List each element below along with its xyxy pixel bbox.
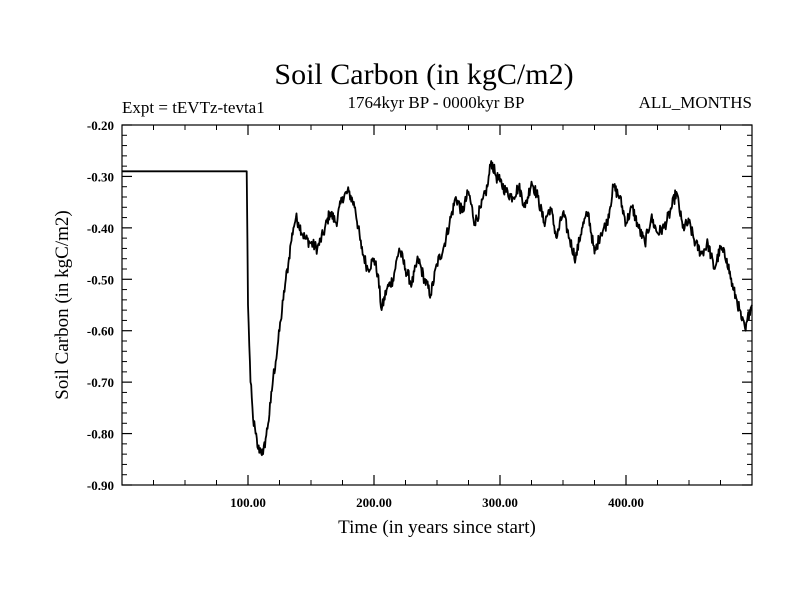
- y-tick-label: -0.50: [87, 272, 114, 287]
- x-tick-label: 100.00: [230, 495, 266, 510]
- chart-subtitle-center: 1764kyr BP - 0000kyr BP: [348, 93, 525, 112]
- chart-subtitle-left: Expt = tEVTz-tevta1: [122, 98, 265, 117]
- y-tick-label: -0.30: [87, 169, 114, 184]
- y-tick-label: -0.60: [87, 324, 114, 339]
- chart-title: Soil Carbon (in kgC/m2): [274, 58, 573, 91]
- y-tick-label: -0.40: [87, 221, 114, 236]
- y-tick-label: -0.70: [87, 375, 114, 390]
- x-tick-label: 400.00: [608, 495, 644, 510]
- x-axis-label: Time (in years since start): [338, 517, 536, 538]
- axis-ticks: 100.00 200.00 300.00 400.00 -0.20 -0.30 -0.40 -…: [87, 118, 752, 510]
- y-tick-label: -0.80: [87, 427, 114, 442]
- chart-subtitle-right: ALL_MONTHS: [639, 93, 752, 112]
- y-axis-label: Soil Carbon (in kgC/m2): [52, 210, 73, 399]
- x-tick-label: 200.00: [356, 495, 392, 510]
- series-line-soil-carbon: [121, 160, 753, 457]
- plot-frame: [121, 124, 753, 486]
- x-tick-label: 300.00: [482, 495, 518, 510]
- y-tick-label: -0.90: [87, 478, 114, 493]
- y-tick-label: -0.20: [87, 118, 114, 133]
